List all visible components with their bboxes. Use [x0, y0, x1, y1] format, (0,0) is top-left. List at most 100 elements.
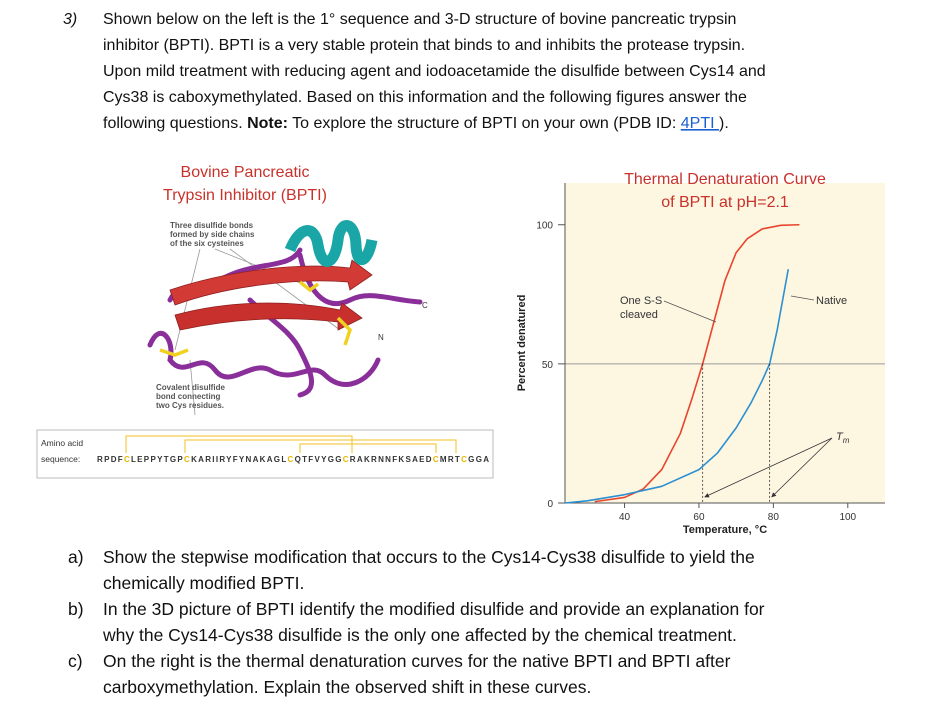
- label: of the six cysteines: [170, 239, 244, 248]
- tm-label: Tm: [836, 431, 850, 445]
- residue: G: [468, 455, 474, 464]
- residue: L: [281, 455, 286, 464]
- residue: I: [212, 455, 214, 464]
- residue: G: [328, 455, 334, 464]
- plot-area: [565, 183, 885, 503]
- parts: a) Show the stepwise modification that o…: [68, 547, 765, 697]
- residue: C: [184, 455, 190, 464]
- label: formed by side chains: [170, 230, 255, 239]
- part-label: c): [68, 651, 83, 671]
- residue: T: [302, 455, 307, 464]
- annotation: Native: [816, 295, 847, 307]
- helix: [284, 220, 378, 267]
- y-tick-label: 100: [536, 221, 553, 232]
- y-tick-label: 0: [547, 499, 553, 510]
- residue: Y: [239, 455, 245, 464]
- label: two Cys residues.: [156, 401, 224, 410]
- label: Three disulfide bonds: [170, 221, 254, 230]
- x-tick-label: 80: [768, 512, 780, 523]
- chart-title: Thermal Denaturation Curve: [624, 171, 826, 188]
- residue: T: [164, 455, 169, 464]
- residue: E: [419, 455, 425, 464]
- residue: Y: [157, 455, 163, 464]
- beta-strand: [169, 259, 373, 306]
- sequence-label: sequence:: [41, 454, 80, 464]
- c-terminus: C: [422, 301, 428, 310]
- y-axis-label: Percent denatured: [516, 295, 528, 392]
- series-line: [564, 269, 790, 504]
- label: bond connecting: [156, 392, 221, 401]
- residue: R: [371, 455, 377, 464]
- y-tick-label: 50: [542, 360, 554, 371]
- sequence-box: [36, 429, 494, 479]
- residue: Y: [321, 455, 327, 464]
- residue: A: [198, 455, 204, 464]
- residue: P: [177, 455, 183, 464]
- question-line: Shown below on the left is the 1° sequen…: [103, 11, 736, 28]
- residue: Q: [295, 455, 301, 464]
- residue: D: [426, 455, 432, 464]
- residue: P: [144, 455, 150, 464]
- residue: K: [364, 455, 370, 464]
- residue: R: [205, 455, 211, 464]
- residue: G: [335, 455, 341, 464]
- n-terminus: N: [378, 333, 384, 342]
- residue: T: [455, 455, 460, 464]
- tm-arrow: [704, 437, 833, 498]
- residue: G: [170, 455, 176, 464]
- residue: C: [124, 455, 130, 464]
- part-line: why the Cys14-Cys38 disulfide is the onl…: [102, 625, 737, 645]
- tm-main: T: [836, 431, 844, 443]
- question-line: Upon mild treatment with reducing agent …: [103, 63, 766, 80]
- part-line: In the 3D picture of BPTI identify the m…: [103, 599, 765, 619]
- part-line: Show the stepwise modification that occu…: [103, 547, 755, 567]
- x-axis-label: Temperature, °C: [683, 524, 767, 536]
- figure-title: Trypsin Inhibitor (BPTI): [163, 187, 327, 204]
- residue: P: [104, 455, 110, 464]
- residue: F: [392, 455, 397, 464]
- residue: I: [216, 455, 218, 464]
- pdb-link[interactable]: 4PTI: [681, 115, 719, 132]
- residue: D: [111, 455, 117, 464]
- sequence-label: Amino acid: [41, 438, 83, 448]
- residue: C: [433, 455, 439, 464]
- sequence: RPDFCLEPPYTGPCKARIIRYFYNAKAGLCQTFVYGGCRA…: [97, 455, 489, 464]
- structure-figure: Bovine Pancreatic Trypsin Inhibitor (BPT…: [36, 164, 494, 479]
- residue: F: [118, 455, 123, 464]
- part-line: carboxymethylation. Explain the observed…: [103, 677, 591, 697]
- part-line: chemically modified BPTI.: [103, 573, 304, 593]
- residue: A: [357, 455, 363, 464]
- text: ).: [719, 115, 729, 132]
- label: Covalent disulfide: [156, 383, 225, 392]
- disulfides: [159, 280, 353, 357]
- residue: K: [191, 455, 197, 464]
- part-label: a): [68, 547, 84, 567]
- residue: G: [476, 455, 482, 464]
- residue: R: [219, 455, 225, 464]
- annotation-leader: [790, 295, 815, 301]
- residue: F: [308, 455, 313, 464]
- residue: A: [253, 455, 259, 464]
- residue: K: [260, 455, 266, 464]
- residue: C: [461, 455, 467, 464]
- residue: R: [448, 455, 454, 464]
- x-tick-label: 40: [619, 512, 631, 523]
- text: following questions.: [103, 115, 247, 132]
- annotation: cleaved: [620, 309, 658, 321]
- chart: Thermal Denaturation Curve of BPTI at pH…: [516, 171, 885, 536]
- chart-title: of BPTI at pH=2.1: [661, 194, 789, 211]
- residue: F: [233, 455, 238, 464]
- residue: K: [398, 455, 404, 464]
- residue: M: [440, 455, 447, 464]
- residue: G: [274, 455, 280, 464]
- question-line: following questions. Note: To explore th…: [103, 115, 729, 132]
- residue: S: [405, 455, 411, 464]
- part-line: On the right is the thermal denaturation…: [103, 651, 731, 671]
- residue: N: [385, 455, 391, 464]
- disulfide-brackets: [125, 435, 457, 453]
- residue: E: [137, 455, 143, 464]
- residue: A: [267, 455, 273, 464]
- question-number: 3): [63, 11, 77, 28]
- residue: Y: [226, 455, 232, 464]
